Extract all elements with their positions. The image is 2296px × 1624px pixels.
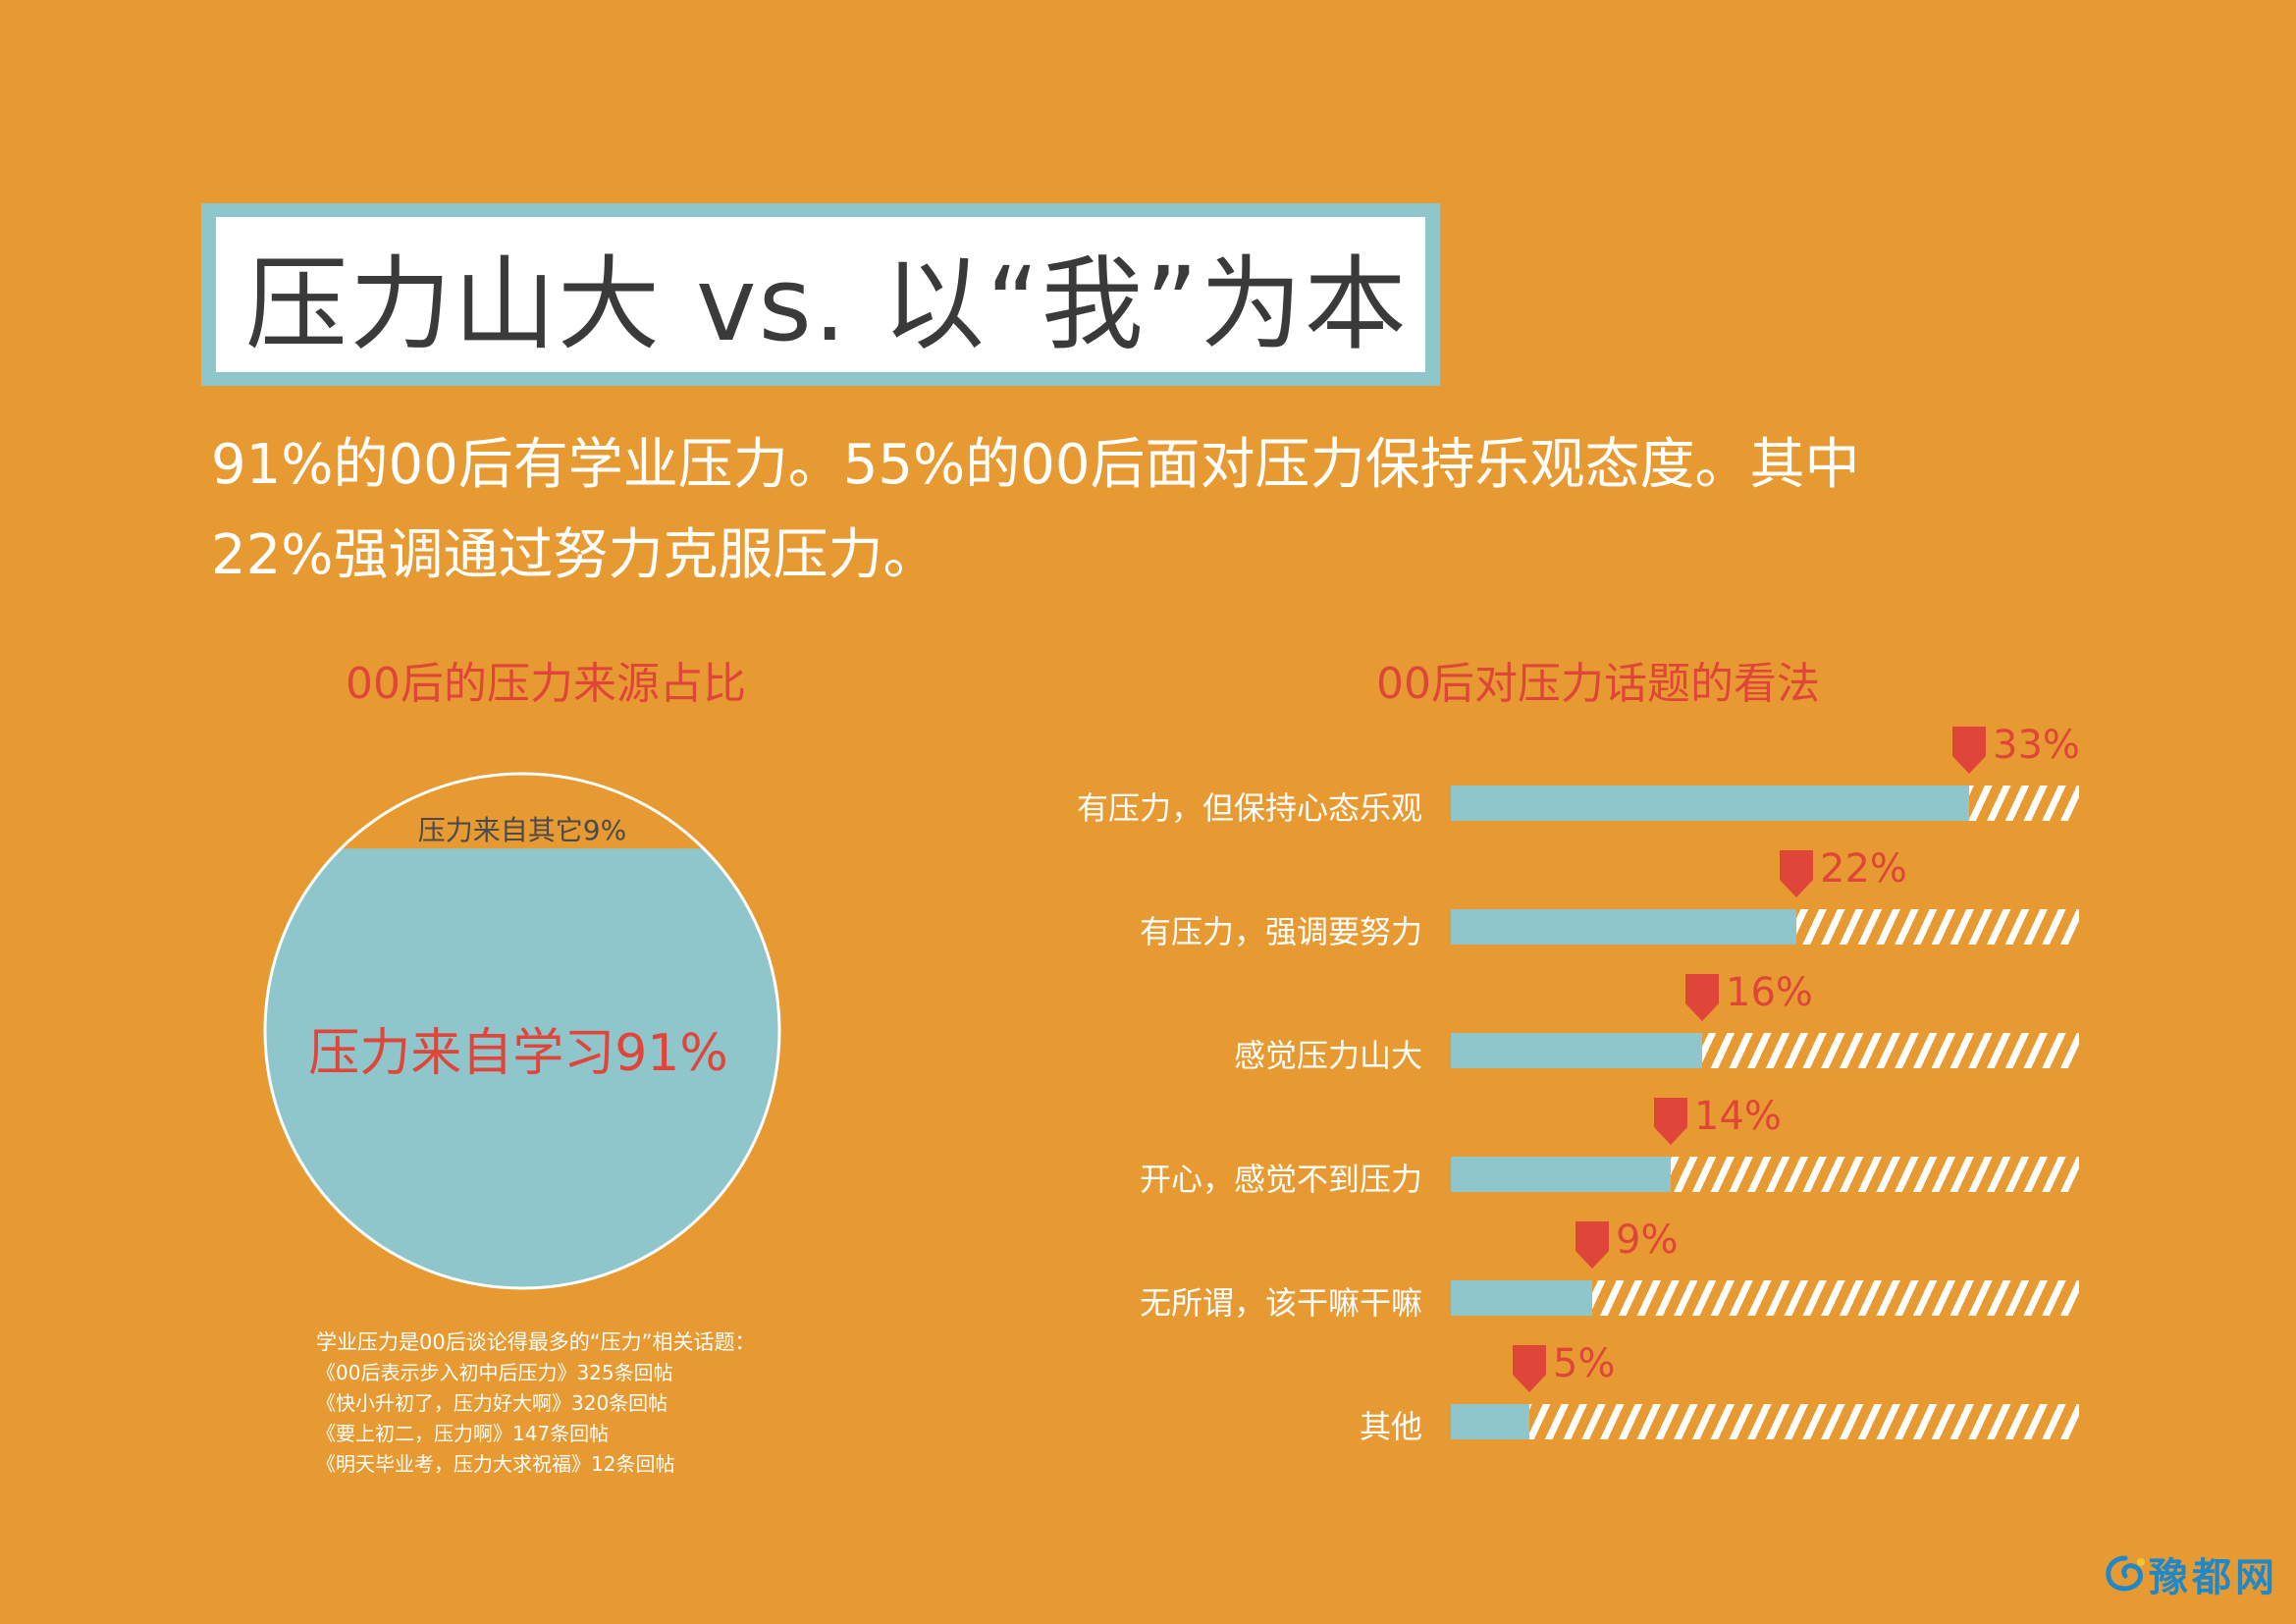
bar-category-label: 感觉压力山大	[1233, 1037, 1422, 1074]
note-line: 《00后表示步入初中后压力》325条回帖	[316, 1361, 673, 1384]
bar-category-label: 有压力，但保持心态乐观	[1076, 789, 1422, 827]
summary-line-2: 22%强调通过努力克服压力。	[211, 523, 938, 587]
note-line: 《明天毕业考，压力大求祝福》12条回帖	[316, 1452, 675, 1476]
bar-row: 其他 5%	[0, 0, 2296, 1445]
bar-fill	[1451, 1280, 1592, 1316]
bar-fill	[1451, 1033, 1702, 1068]
pie-slice-label-study: 压力来自学习91%	[308, 1024, 728, 1083]
logo-text: 豫都网	[2149, 1554, 2278, 1600]
title-frame: 压力山大 vs. 以“我”为本	[201, 203, 1440, 386]
note-line: 《快小升初了，压力好大啊》320条回帖	[316, 1391, 668, 1415]
marker-icon	[1685, 974, 1719, 1021]
bar-category-label: 开心，感觉不到压力	[1139, 1161, 1422, 1198]
marker-icon	[1575, 1221, 1609, 1269]
bar-row: 开心，感觉不到压力 14%	[0, 0, 2296, 1198]
bar-fill	[1451, 1404, 1529, 1439]
bar-category-label: 其他	[1359, 1408, 1422, 1445]
pie-outline	[263, 772, 781, 1290]
marker-icon	[1780, 850, 1813, 897]
bar-chart-title: 00后对压力话题的看法	[1376, 659, 1820, 709]
pie-slice-label-other: 压力来自其它9%	[417, 814, 627, 847]
summary-text: 91%的00后有学业压力。55%的00后面对压力保持乐观态度。其中 22%强调通…	[211, 420, 2076, 601]
bar-category-label: 有压力，强调要努力	[1139, 913, 1422, 950]
bar-fill	[1451, 785, 1969, 821]
note-line: 学业压力是00后谈论得最多的“压力”相关话题：	[316, 1330, 756, 1354]
forum-note: 学业压力是00后谈论得最多的“压力”相关话题： 《00后表示步入初中后压力》32…	[316, 1327, 755, 1480]
marker-icon	[1513, 1345, 1546, 1392]
bar-category-label: 无所谓，该干嘛干嘛	[1139, 1284, 1422, 1322]
bar-value-label: 9%	[1616, 1218, 1679, 1263]
marker-icon	[1654, 1098, 1687, 1145]
page-title: 压力山大 vs. 以“我”为本	[245, 244, 1409, 364]
bar-row: 有压力，但保持心态乐观 33%	[0, 0, 2296, 827]
bar-track	[1451, 1280, 2079, 1316]
bar-value-label: 5%	[1553, 1341, 1616, 1386]
bar-row: 有压力，强调要努力 22%	[0, 0, 2296, 950]
swirl-logo-icon	[2106, 1555, 2145, 1592]
bar-track	[1451, 785, 2079, 821]
bar-fill	[1451, 909, 1796, 945]
pie-slice-study	[265, 848, 779, 1288]
bar-value-label: 33%	[1993, 723, 2080, 768]
note-line: 《要上初二，压力啊》147条回帖	[316, 1422, 610, 1445]
bar-row: 无所谓，该干嘛干嘛 9%	[0, 0, 2296, 1322]
bar-track	[1451, 1033, 2079, 1068]
bar-track	[1451, 909, 2079, 945]
bar-value-label: 16%	[1726, 970, 1813, 1015]
bar-value-label: 14%	[1694, 1094, 1782, 1139]
summary-line-1: 91%的00后有学业压力。55%的00后面对压力保持乐观态度。其中	[211, 433, 1860, 497]
marker-icon	[1952, 727, 1986, 774]
bar-value-label: 22%	[1820, 846, 1907, 892]
title-box: 压力山大 vs. 以“我”为本	[216, 217, 1425, 372]
bar-track	[1451, 1404, 2079, 1439]
pie-chart-title: 00后的压力来源占比	[346, 659, 746, 709]
bar-track	[1451, 1157, 2079, 1192]
bar-row: 感觉压力山大 16%	[0, 0, 2296, 1074]
bar-fill	[1451, 1157, 1671, 1192]
site-logo: 豫都网	[2102, 1545, 2278, 1602]
